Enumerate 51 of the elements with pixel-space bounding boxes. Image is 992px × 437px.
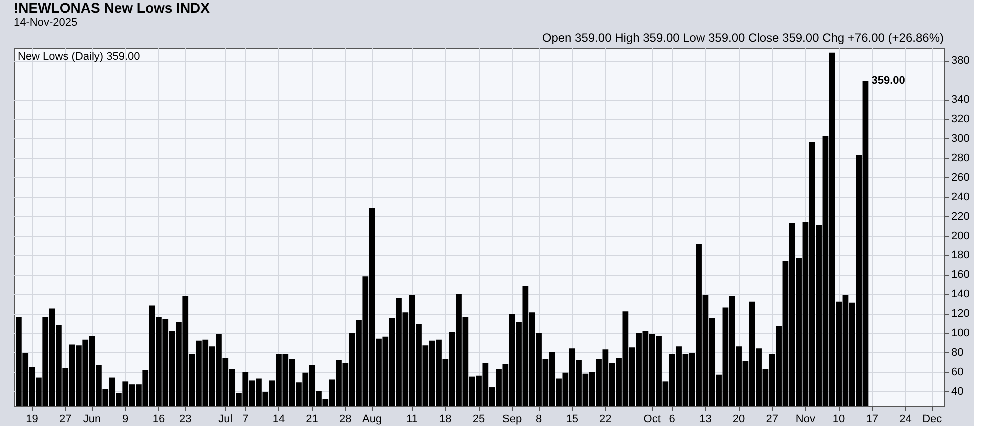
x-tick-label: 17 — [866, 414, 879, 426]
y-tick-label: 240 — [952, 191, 970, 204]
x-tick-label: 6 — [669, 414, 676, 426]
y-tick-label: 140 — [952, 288, 970, 301]
x-tick-label: 27 — [59, 414, 72, 426]
y-tick-label: 300 — [952, 132, 970, 145]
x-tick-label: 28 — [340, 414, 352, 426]
x-tick-label: Aug — [362, 414, 382, 426]
y-tick-label: 60 — [952, 366, 964, 378]
y-tick-label: 40 — [952, 386, 964, 398]
x-tick-label: 8 — [536, 414, 542, 426]
x-tick-label: Jul — [218, 414, 233, 426]
y-tick-label: 380 — [952, 55, 970, 68]
x-tick-label: 15 — [566, 414, 578, 426]
y-tick-label: 160 — [952, 269, 970, 282]
x-tick-label: 18 — [440, 414, 452, 426]
x-tick-label: 25 — [472, 414, 486, 426]
chart-subtitle: 14-Nov-2025 — [14, 17, 78, 29]
annotation: New Lows (Daily) 359.00 — [18, 51, 140, 63]
x-tick-label: 16 — [152, 414, 166, 426]
x-tick-label: 27 — [766, 414, 778, 426]
x-tick-label: 7 — [242, 414, 249, 426]
y-tick-label: 100 — [952, 328, 970, 340]
x-tick-label: 10 — [832, 414, 846, 426]
y-tick-label: 340 — [952, 94, 970, 106]
x-tick-label: 9 — [122, 414, 129, 426]
x-tick-label: Jun — [83, 414, 102, 426]
x-tick-label: 13 — [700, 414, 712, 426]
x-tick-label: 11 — [406, 414, 418, 426]
x-tick-label: Sep — [502, 414, 522, 426]
x-tick-label: 23 — [180, 414, 192, 426]
x-tick-label: 14 — [272, 414, 286, 426]
text: Open 359.00 High 359.00 Low 359.00 Close 359.00 Chg +76.00 (+26.86%) — [542, 31, 944, 45]
x-tick-label: 20 — [732, 414, 746, 426]
y-tick-label: 80 — [952, 346, 964, 359]
y-tick-label: 200 — [952, 230, 970, 242]
x-tick-label: 21 — [306, 414, 318, 426]
y-tick-label: 280 — [952, 152, 970, 164]
y-tick-label: 320 — [952, 114, 970, 126]
annotation: 359.00 — [872, 75, 906, 88]
x-tick-label: 19 — [26, 414, 38, 426]
chart-title: !NEWLONAS New Lows INDX — [14, 0, 211, 16]
x-tick-label: 24 — [900, 414, 912, 426]
y-tick-label: 180 — [952, 250, 970, 262]
x-tick-label: 22 — [600, 414, 612, 426]
x-tick-label: Nov — [796, 414, 816, 426]
y-tick-label: 260 — [952, 172, 970, 184]
x-tick-label: Oct — [644, 414, 661, 426]
y-tick-label: 120 — [952, 308, 970, 320]
y-tick-label: 220 — [952, 210, 970, 223]
x-tick-label: Dec — [922, 414, 943, 426]
